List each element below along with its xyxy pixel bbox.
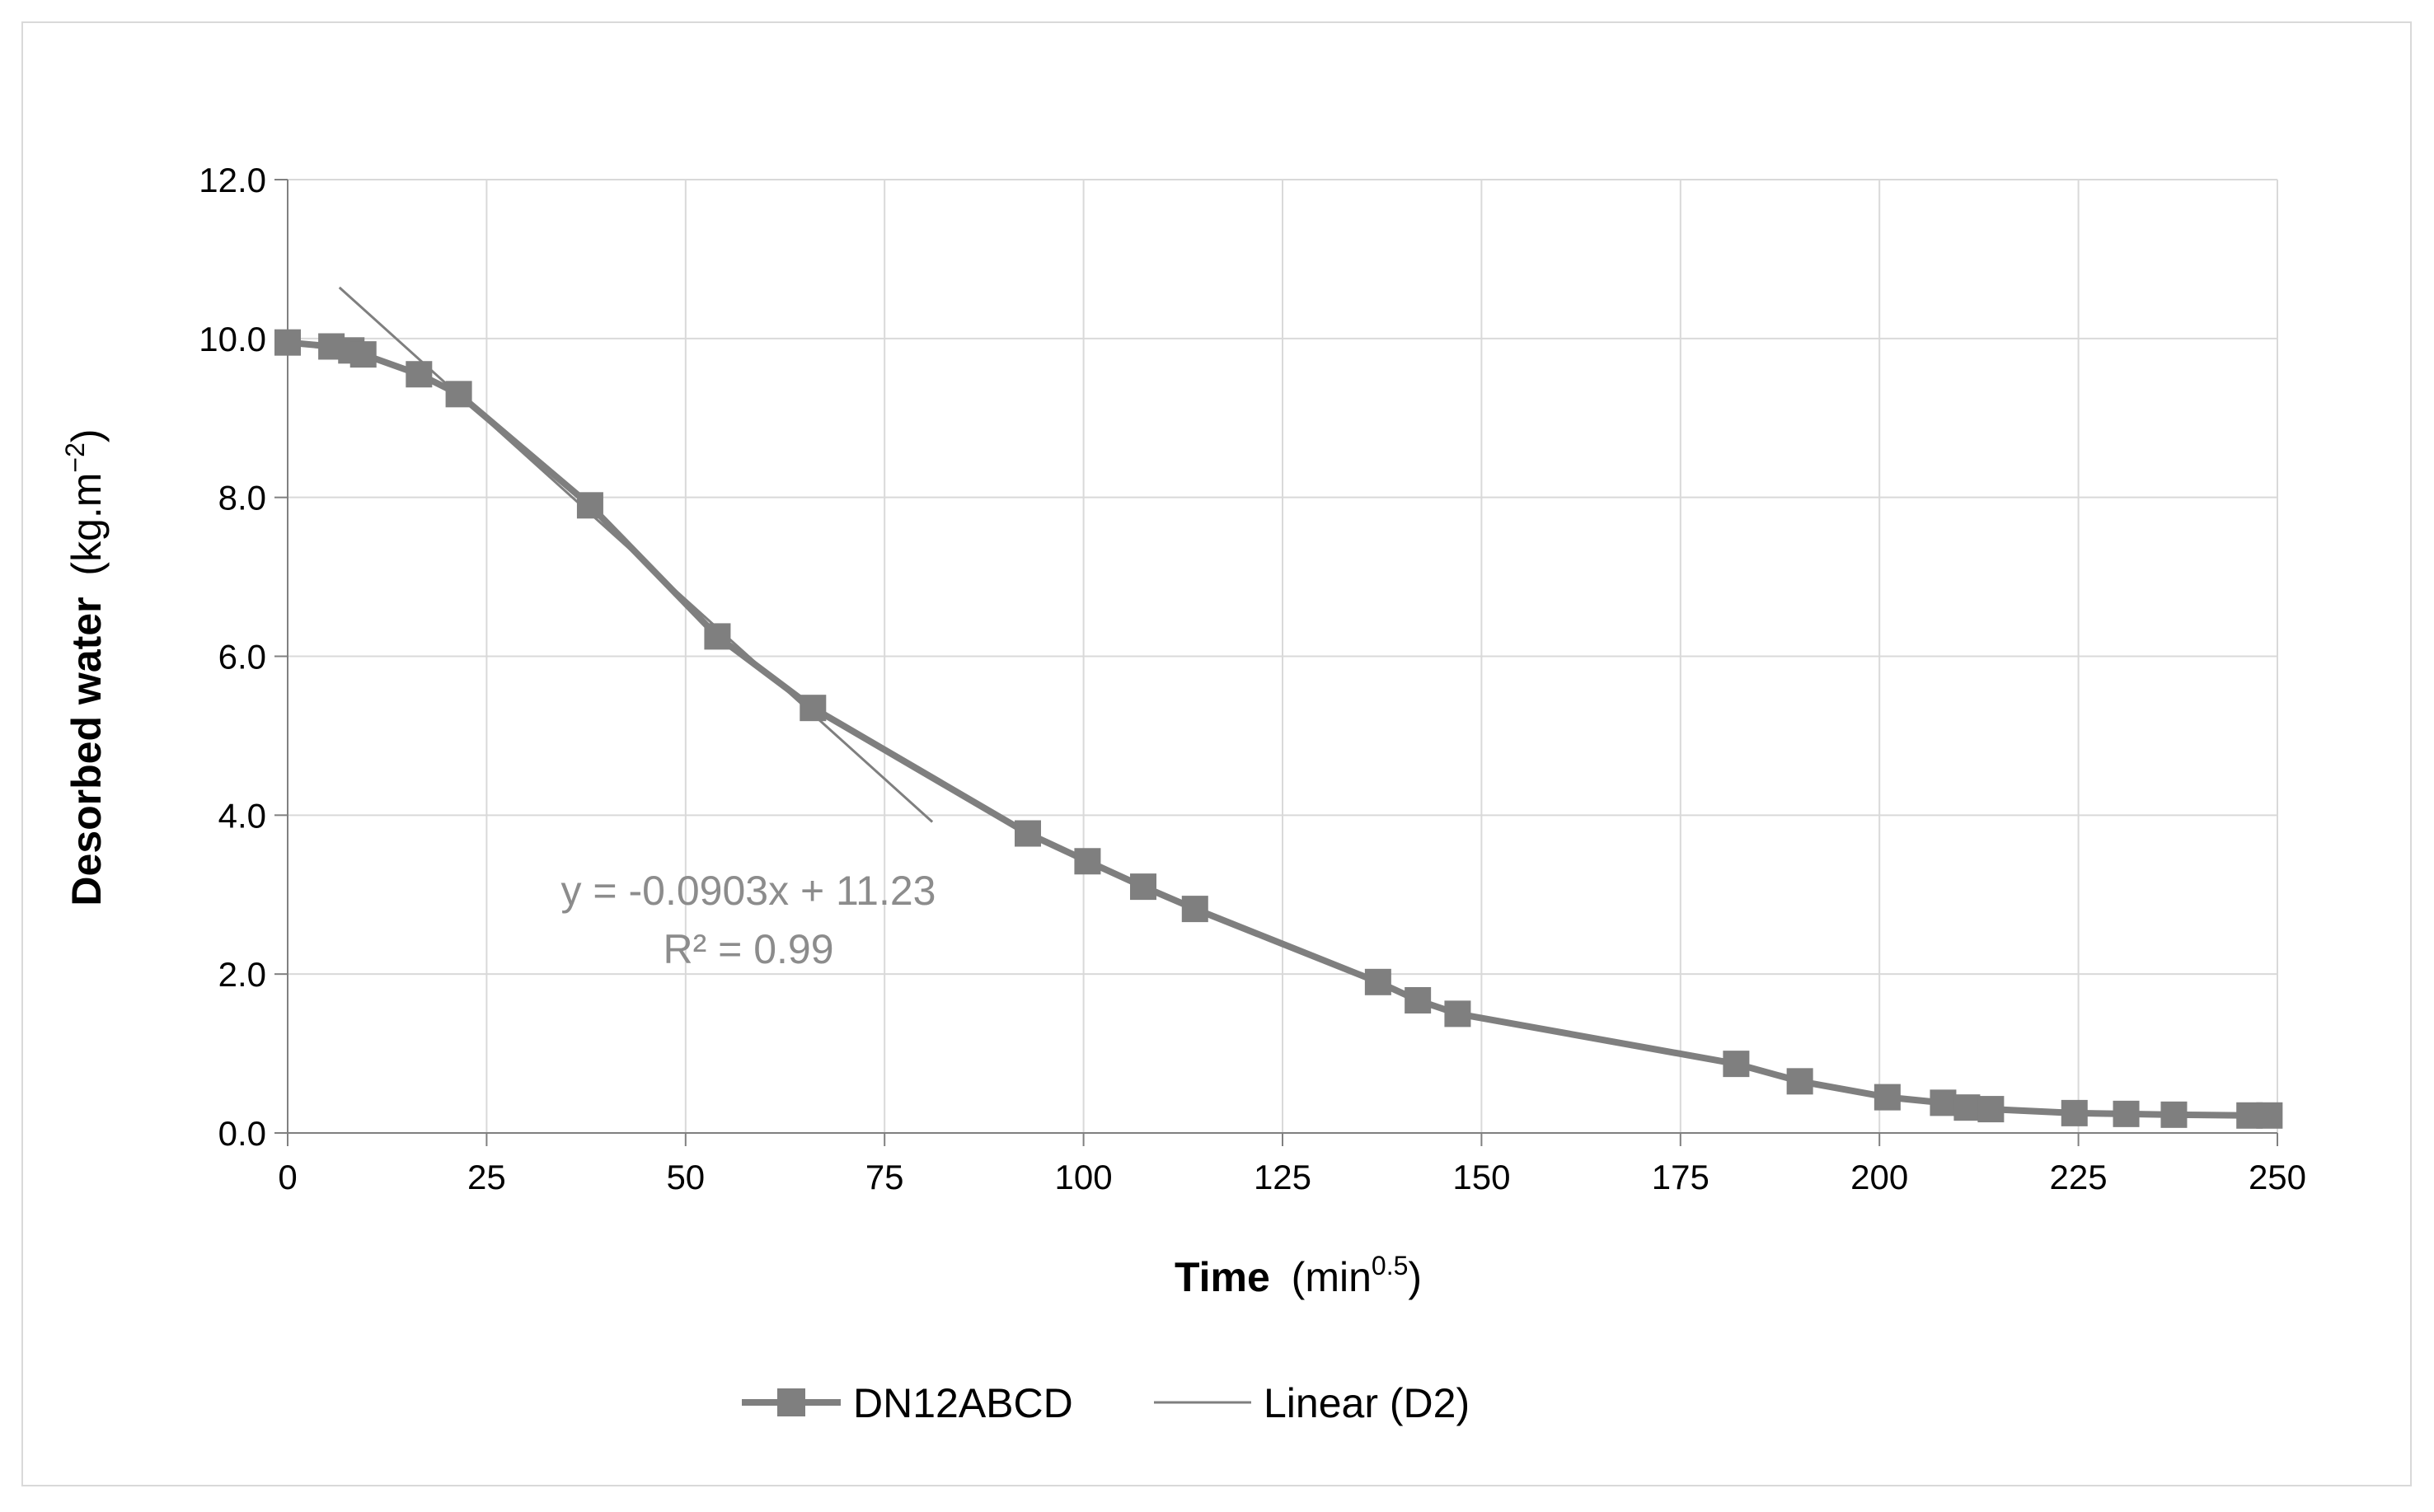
x-tick-label: 100 [1055, 1158, 1113, 1196]
y-axis-title: Desorbed water (kg.m−2) [60, 428, 110, 906]
data-point-marker [1074, 848, 1101, 875]
labels: y = -0.0903x + 11.23 R² = 0.99 Time (min… [60, 428, 1422, 1300]
data-point-marker [2160, 1101, 2188, 1128]
x-tick-label: 150 [1452, 1158, 1510, 1196]
data-point-marker [1405, 986, 1432, 1013]
outer-border [21, 21, 2412, 1486]
data-point-marker [800, 695, 827, 722]
data-point-marker [2061, 1099, 2088, 1126]
x-tick-label: 125 [1254, 1158, 1311, 1196]
x-tick-label: 75 [865, 1158, 904, 1196]
y-tick-label: 10.0 [199, 320, 266, 358]
data-point-marker [406, 361, 433, 388]
grid [288, 179, 2278, 1133]
x-tick-label: 25 [467, 1158, 506, 1196]
legend-series-label: DN12ABCD [853, 1380, 1073, 1426]
data-point-marker [1874, 1084, 1901, 1111]
y-axis-title-unit: (kg.m [63, 473, 110, 576]
x-tick-label: 250 [2249, 1158, 2306, 1196]
x-tick-label: 225 [2050, 1158, 2108, 1196]
data-point-marker [445, 381, 472, 408]
data-point-marker [2256, 1102, 2283, 1129]
data-point-marker [1181, 896, 1208, 923]
y-tick-label: 6.0 [218, 638, 266, 676]
x-tick-label: 200 [1850, 1158, 1908, 1196]
data-point-marker [349, 341, 377, 368]
y-axis-title-close: ) [63, 428, 110, 442]
x-axis-title-sup: 0.5 [1372, 1251, 1408, 1280]
data-point-marker [1786, 1068, 1813, 1095]
data-point-marker [1977, 1096, 2005, 1123]
data-point-marker [576, 492, 603, 519]
trendline-r-squared: R² = 0.99 [663, 926, 833, 972]
x-axis-title-unit: (min [1292, 1254, 1372, 1300]
y-axis-title-sup: −2 [60, 442, 90, 472]
x-axis-title-close: ) [1408, 1254, 1422, 1300]
y-tick-label: 2.0 [218, 955, 266, 994]
trendline-equation: y = -0.0903x + 11.23 [561, 868, 936, 914]
y-tick-label: 12.0 [199, 161, 266, 199]
legend-series-marker [777, 1388, 805, 1416]
axes: 0.0 2.0 4.0 6.0 8.0 10.0 12.0 0 25 50 75 100 125 150 1… [199, 161, 2306, 1196]
x-tick-label: 175 [1652, 1158, 1709, 1196]
y-tick-label: 4.0 [218, 796, 266, 835]
legend: DN12ABCD Linear (D2) [742, 1380, 1470, 1426]
data-point-marker [1953, 1094, 1981, 1121]
x-axis-title: Time (min0.5) [1175, 1251, 1422, 1300]
legend-trendline-label: Linear (D2) [1264, 1380, 1470, 1426]
x-tick-label: 0 [278, 1158, 297, 1196]
y-tick-label: 8.0 [218, 479, 266, 517]
y-tick-label: 0.0 [218, 1114, 266, 1153]
x-axis-title-bold: Time [1175, 1254, 1270, 1300]
data-point-marker [704, 623, 731, 650]
data-point-marker [1930, 1089, 1957, 1116]
data-point-marker [1130, 873, 1157, 901]
data-point-marker [1444, 1000, 1471, 1028]
data-point-marker [1015, 820, 1042, 847]
data-point-marker [2113, 1100, 2140, 1127]
series-dn12abcd [274, 329, 2283, 1129]
data-point-marker [274, 329, 301, 356]
x-tick-label: 50 [666, 1158, 705, 1196]
y-axis-title-bold: Desorbed water [63, 597, 110, 906]
data-point-marker [1723, 1051, 1750, 1078]
data-point-marker [1364, 968, 1391, 995]
